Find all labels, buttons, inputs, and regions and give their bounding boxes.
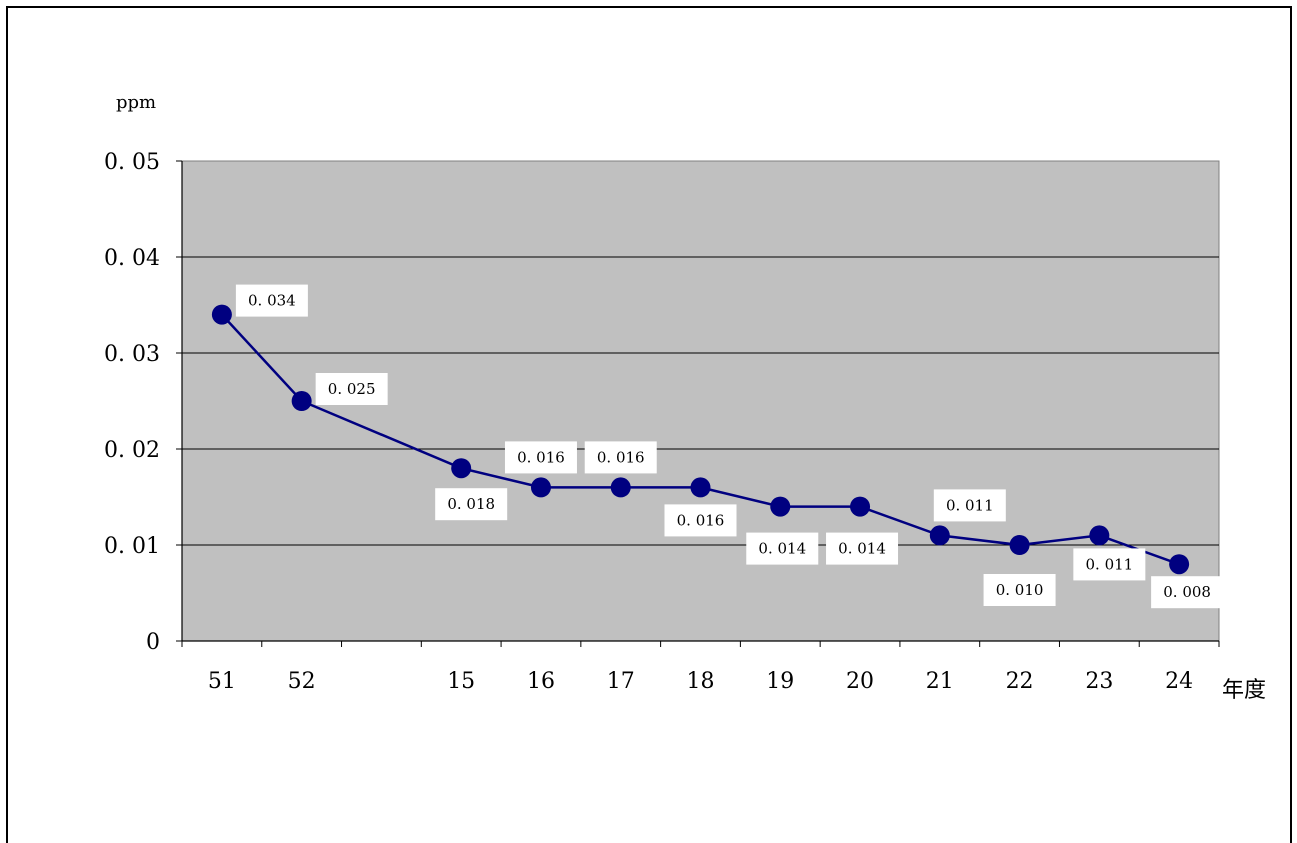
data-point — [291, 391, 312, 411]
data-label: 0. 008 — [1163, 583, 1211, 601]
data-label: 0. 018 — [447, 495, 495, 513]
data-label-box — [746, 532, 819, 565]
data-label-box — [983, 574, 1056, 606]
series-line — [220, 313, 1180, 566]
data-point — [1089, 525, 1110, 546]
data-point — [530, 477, 551, 498]
data-point — [850, 496, 871, 517]
y-tick-label: 0. 03 — [104, 342, 160, 367]
x-tick-label: 22 — [1006, 669, 1034, 694]
data-label: 0. 016 — [517, 448, 565, 466]
data-point — [610, 477, 631, 498]
data-point — [690, 477, 711, 498]
data-label-box — [826, 532, 899, 565]
data-label: 0. 034 — [248, 292, 296, 310]
data-label: 0. 016 — [677, 511, 725, 529]
x-tick-label: 16 — [527, 669, 555, 694]
x-tick-label: 52 — [288, 669, 316, 694]
data-label: 0. 014 — [838, 540, 886, 558]
data-point — [1009, 535, 1030, 555]
data-label: 0. 016 — [597, 448, 645, 466]
x-tick-label: 20 — [846, 669, 874, 694]
x-tick-label: 24 — [1165, 669, 1193, 694]
data-label: 0. 010 — [996, 581, 1044, 599]
data-label-box — [1073, 548, 1146, 581]
x-tick-label: 17 — [607, 669, 635, 694]
y-axis-unit-label: ppm — [116, 92, 156, 113]
data-point — [451, 458, 472, 479]
data-label: 0. 025 — [328, 380, 376, 398]
data-point — [770, 496, 791, 517]
data-label-box — [1151, 576, 1224, 609]
x-tick-label: 51 — [208, 669, 236, 694]
data-point — [1169, 554, 1190, 575]
data-label-box — [315, 373, 388, 405]
x-tick-label: 23 — [1085, 669, 1113, 694]
x-tick-label: 18 — [687, 669, 715, 694]
data-point — [929, 525, 950, 546]
data-label-box — [664, 504, 737, 537]
y-tick-label: 0. 04 — [104, 246, 160, 271]
data-label-box — [584, 441, 657, 474]
y-tick-label: 0 — [146, 630, 160, 655]
x-tick-label: 21 — [926, 669, 954, 694]
data-label-box — [933, 489, 1006, 522]
x-tick-label: 15 — [447, 669, 475, 694]
y-tick-label: 0. 05 — [104, 150, 160, 175]
data-label: 0. 011 — [1085, 555, 1133, 573]
y-tick-label: 0. 02 — [104, 438, 160, 463]
data-point — [211, 304, 232, 325]
x-tick-label: 19 — [766, 669, 794, 694]
data-label-box — [504, 441, 577, 474]
data-label: 0. 014 — [758, 540, 806, 558]
data-label: 0. 011 — [946, 496, 994, 514]
data-label-box — [435, 488, 508, 521]
data-label-box — [235, 284, 308, 317]
x-axis-unit-label: 年度 — [1222, 678, 1266, 703]
y-tick-label: 0. 01 — [104, 534, 160, 559]
